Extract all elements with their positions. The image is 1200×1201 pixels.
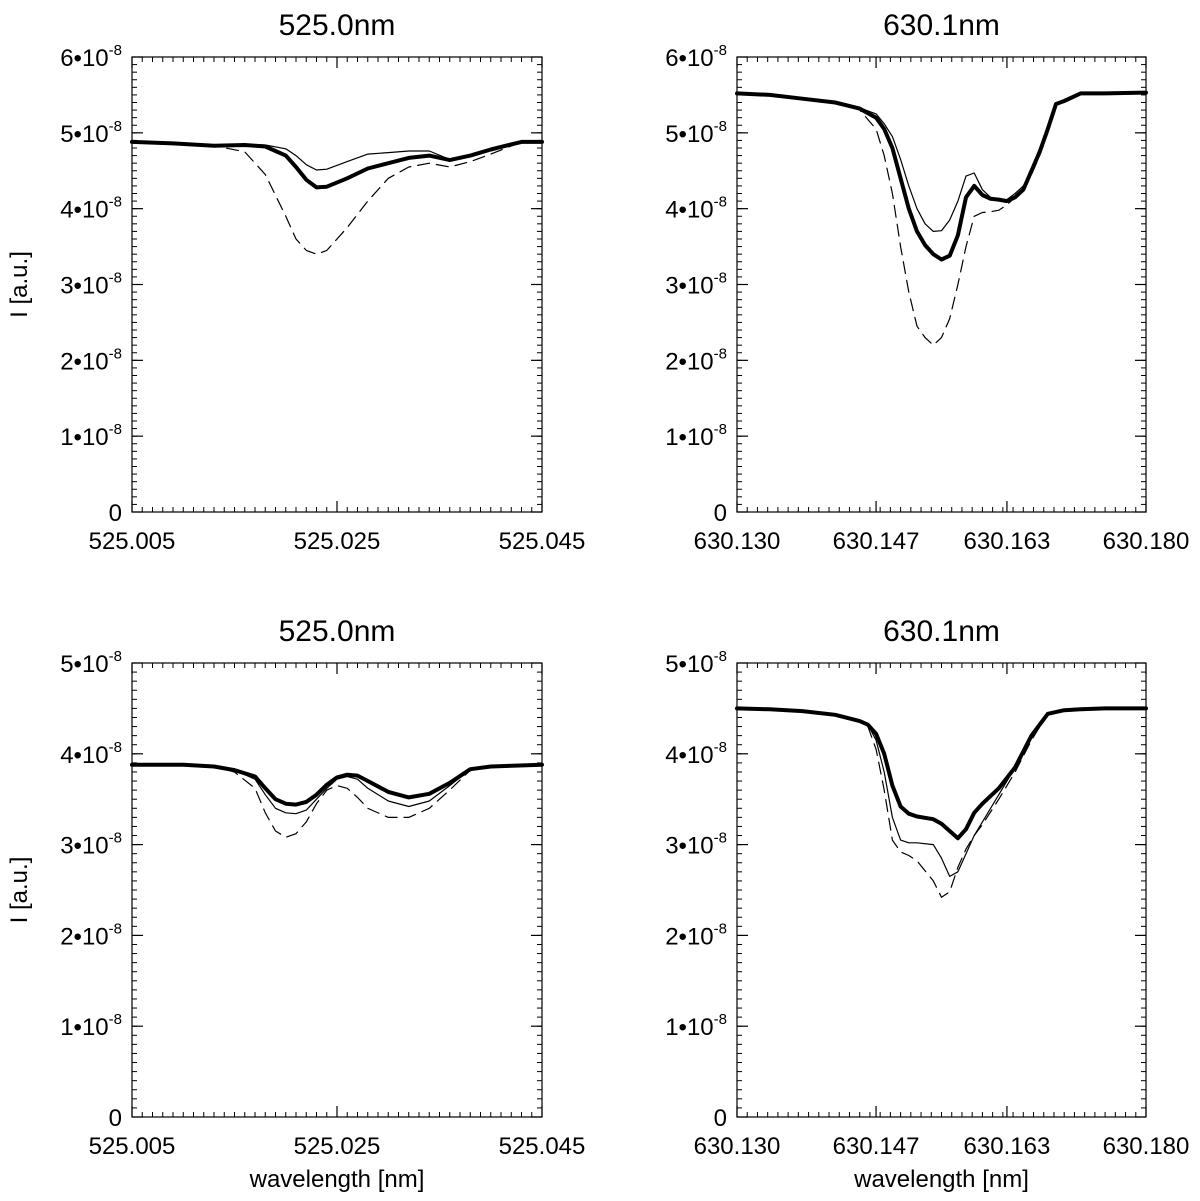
x-tick-label: 525.005: [89, 1133, 176, 1160]
y-tick-label: 6•10-8: [60, 42, 122, 72]
y-tick-label: 4•10-8: [60, 739, 122, 769]
x-tick-label: 630.180: [1103, 528, 1190, 555]
plot-frame: [131, 56, 543, 513]
x-tick-label: 630.147: [833, 1133, 920, 1160]
y-tick-label: 2•10-8: [60, 345, 122, 375]
y-tick-label: 1•10-8: [665, 421, 727, 451]
y-tick-label: 1•10-8: [60, 1011, 122, 1041]
y-tick-label: 0: [714, 500, 727, 527]
x-tick-label: 630.163: [964, 1133, 1051, 1160]
y-tick-label: 0: [714, 1105, 727, 1132]
chart-panel-3: 525.0nm 525.005 525.025 525.045 0 1•10-8 2•10-…: [6, 615, 585, 1193]
x-tick-label: 525.025: [294, 1133, 381, 1160]
y-tick-label: 5•10-8: [60, 118, 122, 148]
x-tick-label: 525.005: [89, 528, 176, 555]
y-tick-label: 6•10-8: [665, 42, 727, 72]
x-tick-label: 525.045: [499, 528, 586, 555]
y-tick-label: 3•10-8: [665, 830, 727, 860]
chart-title: 525.0nm: [279, 615, 396, 648]
series-line-thin: [736, 707, 1147, 878]
series-line-thick: [130, 762, 544, 807]
series-line-dashed: [736, 91, 1147, 346]
plot-frame: [736, 662, 1147, 1118]
y-tick-label: 3•10-8: [665, 270, 727, 300]
series-line-thin: [131, 764, 543, 815]
series-line-thin: [736, 91, 1147, 232]
y-tick-label: 2•10-8: [60, 920, 122, 950]
chart-title: 630.1nm: [883, 615, 1000, 648]
y-tick-label: 5•10-8: [60, 648, 122, 678]
chart-title: 525.0nm: [279, 9, 396, 42]
series-line-thick: [735, 90, 1148, 262]
y-tick-label: 3•10-8: [60, 270, 122, 300]
y-tick-label: 2•10-8: [665, 345, 727, 375]
y-tick-label: 3•10-8: [60, 830, 122, 860]
series-line-thin: [131, 141, 543, 171]
series-line-dashed: [131, 141, 543, 255]
x-axis-label: wavelength [nm]: [853, 1166, 1029, 1193]
x-tick-label: 525.025: [294, 528, 381, 555]
series-line-thick: [130, 139, 544, 190]
y-tick-label: 5•10-8: [665, 118, 727, 148]
series-line-dashed: [131, 764, 543, 838]
x-tick-label: 630.130: [694, 528, 781, 555]
y-tick-label: 4•10-8: [60, 194, 122, 224]
y-tick-label: 0: [109, 1105, 122, 1132]
x-tick-label: 630.147: [833, 528, 920, 555]
x-axis-label: wavelength [nm]: [249, 1166, 425, 1193]
x-tick-label: 630.180: [1103, 1133, 1190, 1160]
y-tick-label: 2•10-8: [665, 920, 727, 950]
plot-frame: [736, 56, 1147, 513]
x-tick-label: 525.045: [499, 1133, 586, 1160]
chart-panel-2: 630.1nm 630.130 630.147 630.163 630.180 0 1•10…: [665, 9, 1189, 555]
series-line-dashed: [736, 707, 1147, 898]
plot-frame: [131, 662, 543, 1118]
y-tick-label: 4•10-8: [665, 194, 727, 224]
x-tick-label: 630.163: [964, 528, 1051, 555]
y-tick-label: 4•10-8: [665, 739, 727, 769]
y-axis-label: I [a.u.]: [6, 251, 33, 318]
chart-panel-4: 630.1nm 630.130 630.147 630.163 630.180 0 1•10…: [665, 615, 1189, 1193]
y-axis-label: I [a.u.]: [6, 857, 33, 924]
chart-panel-1: 525.0nm 525.005 525.025 525.045 0 1•10-8 2•10-…: [6, 9, 585, 555]
chart-title: 630.1nm: [883, 9, 1000, 42]
y-tick-label: 1•10-8: [665, 1011, 727, 1041]
y-tick-label: 1•10-8: [60, 421, 122, 451]
series-line-thick: [735, 706, 1148, 841]
y-tick-label: 5•10-8: [665, 648, 727, 678]
x-tick-label: 630.130: [694, 1133, 781, 1160]
y-tick-label: 0: [109, 500, 122, 527]
